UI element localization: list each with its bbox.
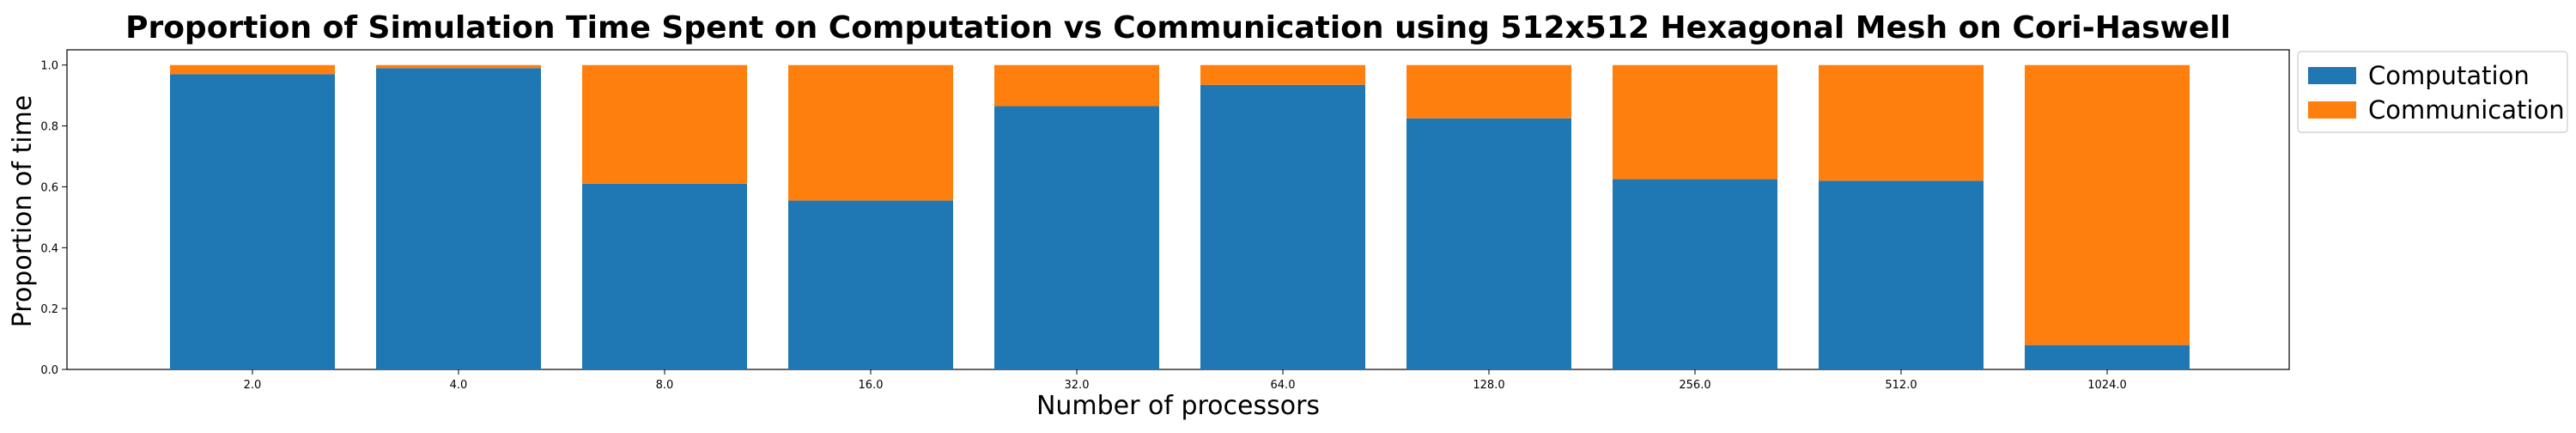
plot-area: 2.0 4.0 8.0 16.0 32.0 64.0 128.0 256.0 512.0 1024… <box>40 49 2290 392</box>
x-tick-label: 256.0 <box>1679 379 1710 392</box>
bar-computation-128.0 <box>1406 118 1571 369</box>
x-tick-label: 8.0 <box>656 379 674 392</box>
bar-communication-8.0 <box>582 64 747 184</box>
x-tick-label: 32.0 <box>1065 379 1090 392</box>
legend-label-communication: Communication <box>2368 95 2565 125</box>
axes-frame <box>66 49 2290 370</box>
bar-computation-256.0 <box>1613 179 1777 369</box>
legend-box <box>2297 51 2568 133</box>
bar-communication-4.0 <box>376 64 541 69</box>
x-tick-label: 4.0 <box>450 379 468 392</box>
legend-label-computation: Computation <box>2368 61 2530 90</box>
x-axis-label: Number of processors <box>1036 391 1320 421</box>
bar-computation-1024.0 <box>2025 345 2190 369</box>
legend: Computation Communication <box>2297 51 2568 133</box>
bar-computation-4.0 <box>376 68 541 369</box>
y-axis-label: Proportion of time <box>8 95 38 328</box>
legend-swatch-computation <box>2308 67 2356 84</box>
x-tick-label: 2.0 <box>244 379 262 392</box>
y-tick-label: 0.8 <box>40 121 58 134</box>
x-tick-label: 128.0 <box>1473 379 1504 392</box>
y-tick-label: 0.2 <box>40 303 58 316</box>
x-tick-label: 1024.0 <box>2087 379 2127 392</box>
bar-communication-256.0 <box>1613 64 1777 180</box>
y-tick-label: 0.6 <box>40 181 58 194</box>
bar-communication-2.0 <box>170 64 335 75</box>
bar-communication-64.0 <box>1200 64 1365 85</box>
x-tick-label: 64.0 <box>1271 379 1296 392</box>
bar-computation-512.0 <box>1819 180 1984 369</box>
bar-computation-8.0 <box>582 183 747 369</box>
bar-communication-32.0 <box>994 64 1159 107</box>
y-tick-label: 0.4 <box>40 242 58 255</box>
bar-communication-512.0 <box>1819 64 1984 181</box>
bar-computation-2.0 <box>170 74 335 369</box>
bar-computation-32.0 <box>994 106 1159 370</box>
x-tick-label: 512.0 <box>1885 379 1917 392</box>
chart-title: Proportion of Simulation Time Spent on C… <box>125 10 2231 46</box>
bar-computation-64.0 <box>1200 84 1365 369</box>
bar-computation-16.0 <box>788 200 953 369</box>
legend-swatch-communication <box>2308 101 2356 119</box>
y-tick-label: 1.0 <box>40 60 58 73</box>
x-tick-label: 16.0 <box>859 379 884 392</box>
bar-communication-16.0 <box>788 64 953 201</box>
y-tick-label: 0.0 <box>40 364 58 377</box>
bar-communication-128.0 <box>1406 64 1571 119</box>
bar-communication-1024.0 <box>2025 64 2190 345</box>
